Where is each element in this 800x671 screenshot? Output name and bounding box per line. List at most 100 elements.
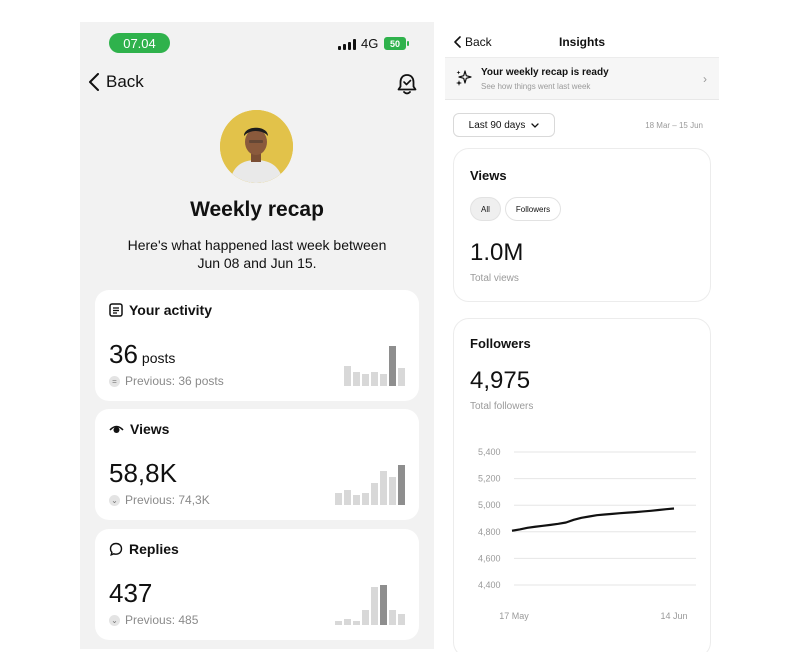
- activity-count: 36: [109, 339, 138, 369]
- mini-bar: [362, 374, 369, 386]
- y-tick-label: 5,000: [478, 500, 501, 510]
- status-time: 07.04: [109, 33, 170, 53]
- period-label: Last 90 days: [468, 119, 526, 131]
- period-dropdown[interactable]: Last 90 days: [453, 113, 555, 137]
- mini-bar: [380, 374, 387, 386]
- chevron-down-icon: ⌄: [109, 494, 120, 506]
- views-card[interactable]: Views 58,8K ⌄ Previous: 74,3K: [95, 409, 419, 520]
- x-tick-label: 17 May: [499, 611, 529, 621]
- network-label: 4G: [361, 36, 379, 51]
- mini-bar: [353, 620, 360, 625]
- equal-icon: =: [109, 375, 120, 387]
- activity-previous-text: Previous: 36 posts: [125, 374, 224, 388]
- activity-card[interactable]: Your activity 36 posts = Previous: 36 pos…: [95, 290, 419, 401]
- replies-previous-text: Previous: 485: [125, 613, 199, 627]
- views-count: 58,8K: [109, 458, 177, 488]
- mini-bar: [362, 493, 369, 505]
- replies-card-header: Replies: [109, 541, 179, 557]
- back-button[interactable]: Back: [453, 35, 492, 49]
- views-value: 58,8K: [109, 458, 177, 489]
- chevron-left-icon: [454, 36, 461, 48]
- followers-insight-card: Followers 4,975 Total followers 5,400 5,2…: [453, 318, 711, 652]
- mini-bar: [344, 366, 351, 386]
- mini-bar: [380, 471, 387, 505]
- mini-bar: [335, 493, 342, 505]
- mini-bar: [398, 368, 405, 386]
- mini-bar: [389, 346, 396, 386]
- sparkle-icon: [456, 70, 472, 86]
- bell-icon[interactable]: [396, 72, 418, 96]
- chevron-down-icon: [531, 122, 540, 128]
- mini-bar: [344, 618, 351, 625]
- views-filter-group: All Followers: [470, 197, 562, 221]
- replies-card[interactable]: Replies 437 ⌄ Previous: 485: [95, 529, 419, 640]
- followers-card-title: Followers: [470, 336, 531, 351]
- page-title: Weekly recap: [190, 198, 324, 221]
- filter-all-pill[interactable]: All: [470, 197, 501, 221]
- chevron-left-icon: [89, 73, 99, 91]
- total-followers-label: Total followers: [470, 401, 534, 412]
- mini-bar: [371, 483, 378, 505]
- avatar-person-icon: [220, 110, 293, 183]
- mini-bar: [389, 610, 396, 625]
- filter-followers-pill[interactable]: Followers: [504, 197, 562, 221]
- y-tick-label: 4,600: [478, 553, 501, 563]
- battery-icon: 50: [384, 37, 409, 50]
- mini-bar: [353, 495, 360, 505]
- mini-bar: [389, 477, 396, 505]
- back-button[interactable]: Back: [88, 72, 144, 92]
- views-insight-card: Views All Followers 1.0M Total views: [453, 148, 711, 302]
- y-tick-label: 5,400: [478, 447, 501, 457]
- total-views-label: Total views: [470, 273, 519, 284]
- activity-value: 36 posts: [109, 339, 175, 370]
- y-tick-label: 4,800: [478, 527, 501, 537]
- total-views-value: 1.0M: [470, 239, 524, 266]
- mini-bar: [371, 372, 378, 386]
- views-mini-chart: [335, 465, 405, 505]
- weekly-recap-screen: 07.04 4G 50 Back Weekly recap Here's wha…: [80, 22, 434, 649]
- list-icon: [109, 303, 123, 317]
- views-previous-text: Previous: 74,3K: [125, 493, 210, 507]
- insights-screen: Back Insights Your weekly recap is ready…: [445, 22, 719, 652]
- views-card-title: Views: [130, 421, 170, 437]
- activity-card-title: Your activity: [129, 302, 212, 318]
- recap-banner-title: Your weekly recap is ready: [481, 67, 609, 78]
- total-followers-value: 4,975: [470, 367, 531, 394]
- mini-bar: [344, 490, 351, 505]
- activity-previous: = Previous: 36 posts: [109, 374, 224, 388]
- signal-icon: [338, 39, 356, 50]
- activity-unit: posts: [141, 350, 176, 366]
- replies-card-title: Replies: [129, 541, 179, 557]
- replies-value: 437: [109, 578, 152, 609]
- chat-bubble-icon: [109, 542, 123, 556]
- followers-line-chart: 5,400 5,200 5,000 4,800 4,600 4,400 17 May 14 J…: [478, 447, 696, 621]
- activity-mini-chart: [344, 346, 405, 386]
- recap-banner-subtitle: See how things went last week: [481, 82, 591, 91]
- mini-bar: [353, 372, 360, 386]
- mini-bar: [398, 614, 405, 625]
- x-tick-label: 14 Jun: [660, 611, 687, 621]
- mini-bar: [335, 620, 342, 625]
- nav-bar: Back Insights: [445, 22, 719, 58]
- chevron-right-icon: ›: [703, 72, 707, 86]
- views-card-title: Views: [470, 168, 507, 183]
- page-subtitle: Here's what happened last week between J…: [127, 237, 387, 271]
- back-label: Back: [465, 35, 492, 49]
- back-label: Back: [106, 72, 144, 91]
- y-tick-label: 4,400: [478, 580, 501, 590]
- replies-count: 437: [109, 578, 153, 608]
- followers-series-line: [511, 507, 675, 532]
- y-tick-label: 5,200: [478, 474, 501, 484]
- mini-bar: [362, 610, 369, 625]
- weekly-recap-banner[interactable]: Your weekly recap is ready See how thing…: [445, 58, 719, 100]
- views-card-header: Views: [109, 421, 169, 437]
- chevron-down-icon: ⌄: [109, 614, 120, 626]
- replies-previous: ⌄ Previous: 485: [109, 613, 198, 627]
- views-previous: ⌄ Previous: 74,3K: [109, 493, 210, 507]
- mini-bar: [371, 587, 378, 625]
- mini-bar: [398, 465, 405, 505]
- mini-bar: [380, 585, 387, 625]
- date-range: 18 Mar – 15 Jun: [645, 121, 703, 130]
- avatar: [220, 110, 293, 183]
- page-title: Insights: [558, 35, 605, 49]
